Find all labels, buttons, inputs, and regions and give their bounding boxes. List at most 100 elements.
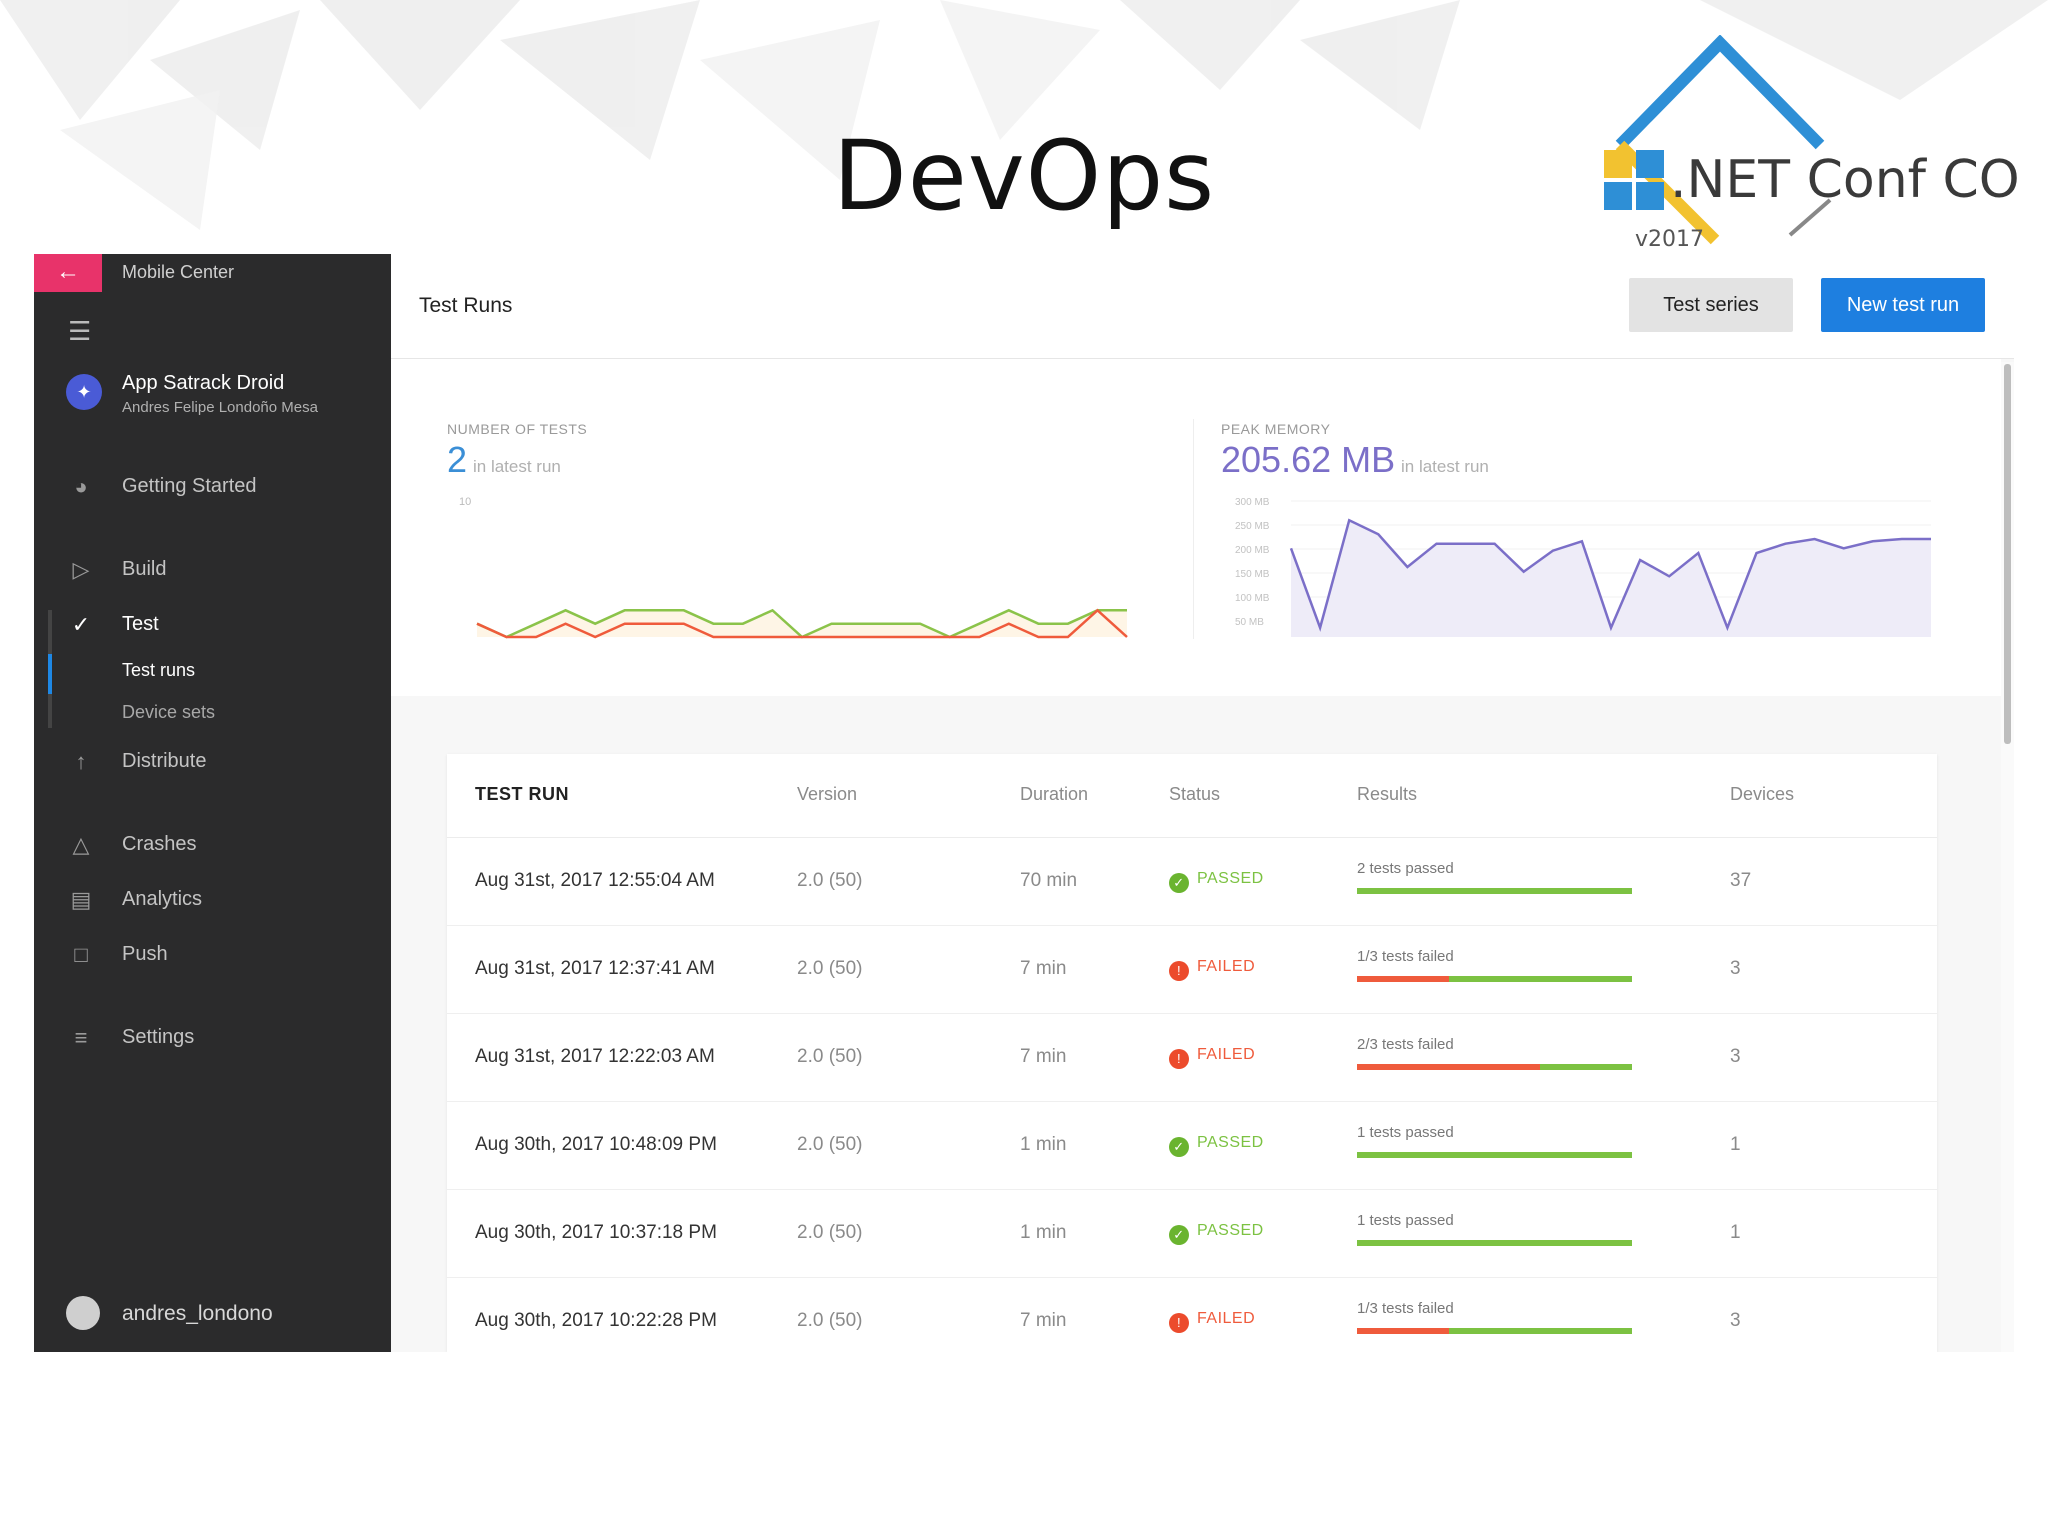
sidebar-item-label: Crashes xyxy=(122,833,197,855)
status-badge: ✓ PASSED xyxy=(1169,1222,1264,1245)
tests-stat-value: 2 xyxy=(447,439,468,480)
status-badge: ! FAILED xyxy=(1169,1046,1255,1069)
background-decoration xyxy=(0,0,2048,230)
warning-icon: △ xyxy=(72,832,90,857)
table-row[interactable]: Aug 30th, 2017 10:37:18 PM 2.0 (50) 1 min ✓… xyxy=(447,1190,1937,1278)
main-content: Test Runs Test series New test run NUMBE… xyxy=(391,254,2014,1352)
logo-version: v2017 xyxy=(1635,227,1705,252)
result-failed-fill xyxy=(1357,1064,1541,1070)
y-tick-label: 100 MB xyxy=(1235,593,1270,604)
test-run-version: 2.0 (50) xyxy=(797,958,863,979)
user-avatar[interactable] xyxy=(66,1296,100,1330)
table-row[interactable]: Aug 31st, 2017 12:37:41 AM 2.0 (50) 7 min!… xyxy=(447,926,1937,1014)
table-header: TEST RUN Version Duration Status Results… xyxy=(447,754,1937,838)
test-run-devices: 3 xyxy=(1730,1046,1741,1067)
tests-stat-label: NUMBER OF TESTS xyxy=(447,421,588,437)
column-header-status[interactable]: Status xyxy=(1169,784,1221,804)
error-icon: ! xyxy=(1169,1313,1189,1333)
scrollbar-thumb[interactable] xyxy=(2004,364,2011,744)
sidebar-item-analytics[interactable]: ▤ Analytics xyxy=(34,879,391,919)
result-progress-bar xyxy=(1357,976,1632,982)
sidebar-item-getting-started[interactable]: ◕ Getting Started xyxy=(34,466,391,506)
y-tick-label: 10 xyxy=(459,496,471,508)
y-tick-label: 200 MB xyxy=(1235,545,1270,556)
page-title: Test Runs xyxy=(419,294,513,317)
push-icon: □ xyxy=(74,942,88,967)
test-run-duration: 1 min xyxy=(1020,1134,1067,1155)
user-name[interactable]: andres_londono xyxy=(122,1302,273,1325)
column-header-version[interactable]: Version xyxy=(797,784,858,804)
column-header-results[interactable]: Results xyxy=(1357,784,1418,804)
test-run-date[interactable]: Aug 30th, 2017 10:22:28 PM xyxy=(475,1310,717,1331)
status-label: PASSED xyxy=(1197,1134,1264,1151)
y-tick-label: 300 MB xyxy=(1235,497,1270,508)
test-run-date[interactable]: Aug 31st, 2017 12:37:41 AM xyxy=(475,958,715,979)
result-failed-fill xyxy=(1357,1328,1449,1334)
test-run-version: 2.0 (50) xyxy=(797,1310,863,1331)
app-owner: Andres Felipe Londoño Mesa xyxy=(122,399,318,416)
sidebar-subitem-device-sets[interactable]: Device sets xyxy=(122,702,216,722)
table-row[interactable]: Aug 31st, 2017 12:22:03 AM 2.0 (50) 7 min!… xyxy=(447,1014,1937,1102)
logo-text: .NET Conf CO xyxy=(1670,150,2020,210)
back-button[interactable]: ← xyxy=(34,254,102,292)
sidebar-item-build[interactable]: ▷ Build xyxy=(34,549,391,589)
app-name[interactable]: App Satrack Droid xyxy=(122,372,285,394)
table-row[interactable]: Aug 31st, 2017 12:55:04 AM 2.0 (50) 70 min… xyxy=(447,838,1937,926)
status-badge: ! FAILED xyxy=(1169,1310,1255,1333)
test-run-date[interactable]: Aug 31st, 2017 12:22:03 AM xyxy=(475,1046,715,1067)
column-header-test-run[interactable]: TEST RUN xyxy=(475,784,569,804)
test-run-date[interactable]: Aug 31st, 2017 12:55:04 AM xyxy=(475,870,715,891)
sidebar-subitem-test-runs[interactable]: Test runs xyxy=(122,660,196,680)
result-summary: 2 tests passed xyxy=(1357,860,1454,877)
sidebar-item-settings[interactable]: ≡ Settings xyxy=(34,1017,391,1057)
result-progress-bar xyxy=(1357,888,1632,894)
result-progress-bar xyxy=(1357,1240,1632,1246)
test-series-button[interactable]: Test series xyxy=(1629,278,1793,332)
app-avatar[interactable]: ✦ xyxy=(66,374,102,410)
sidebar-item-label: Build xyxy=(122,558,167,580)
sidebar-item-crashes[interactable]: △ Crashes xyxy=(34,824,391,864)
result-summary: 1 tests passed xyxy=(1357,1212,1454,1229)
test-run-devices: 1 xyxy=(1730,1134,1741,1155)
sidebar-item-push[interactable]: □ Push xyxy=(34,934,391,974)
column-header-devices[interactable]: Devices xyxy=(1730,784,1795,804)
status-badge: ✓ PASSED xyxy=(1169,870,1264,893)
sliders-icon: ≡ xyxy=(74,1025,88,1050)
status-label: FAILED xyxy=(1197,1046,1256,1063)
test-run-date[interactable]: Aug 30th, 2017 10:37:18 PM xyxy=(475,1222,717,1243)
test-run-version: 2.0 (50) xyxy=(797,1222,863,1243)
tests-line-chart: 10 xyxy=(459,496,1128,639)
result-failed-fill xyxy=(1357,976,1449,982)
column-header-duration[interactable]: Duration xyxy=(1020,784,1089,804)
table-row[interactable]: Aug 30th, 2017 10:48:09 PM 2.0 (50) 1 min ✓… xyxy=(447,1102,1937,1190)
logo-diamond-icon xyxy=(1604,35,1832,245)
check-icon: ✓ xyxy=(1169,873,1189,893)
hamburger-menu-icon[interactable]: ☰ xyxy=(68,316,92,346)
error-icon: ! xyxy=(1169,961,1189,981)
memory-area-chart: 300 MB 250 MB 200 MB 150 MB 100 MB 50 MB xyxy=(1235,497,1931,637)
slide-title: DevOps xyxy=(832,120,1216,232)
distribute-icon: ↑ xyxy=(75,749,87,774)
speedometer-icon: ◕ xyxy=(74,474,88,499)
new-test-run-button[interactable]: New test run xyxy=(1821,278,1985,332)
sidebar-item-distribute[interactable]: ↑ Distribute xyxy=(34,741,391,781)
dotnet-conf-logo: .NET Conf CO v2017 xyxy=(1500,35,2020,255)
memory-stat-label: PEAK MEMORY xyxy=(1221,421,1331,437)
check-icon: ✓ xyxy=(1169,1225,1189,1245)
status-badge: ! FAILED xyxy=(1169,958,1255,981)
status-label: FAILED xyxy=(1197,1310,1256,1327)
sidebar-item-test[interactable]: ✓ Test xyxy=(34,604,391,644)
sidebar-item-label: Getting Started xyxy=(122,475,257,497)
test-run-duration: 7 min xyxy=(1020,958,1067,979)
test-run-devices: 37 xyxy=(1730,870,1752,891)
series-line xyxy=(476,608,1128,639)
test-run-date[interactable]: Aug 30th, 2017 10:48:09 PM xyxy=(475,1134,717,1155)
test-run-version: 2.0 (50) xyxy=(797,870,863,891)
test-run-duration: 7 min xyxy=(1020,1046,1067,1067)
result-progress-bar xyxy=(1357,1064,1632,1070)
table-row[interactable]: Aug 30th, 2017 10:22:28 PM 2.0 (50) 7 min!… xyxy=(447,1278,1937,1352)
test-runs-table: TEST RUN Version Duration Status Results… xyxy=(447,754,1937,1352)
series-area xyxy=(1291,520,1931,637)
memory-stat-sub: in latest run xyxy=(1401,457,1489,476)
